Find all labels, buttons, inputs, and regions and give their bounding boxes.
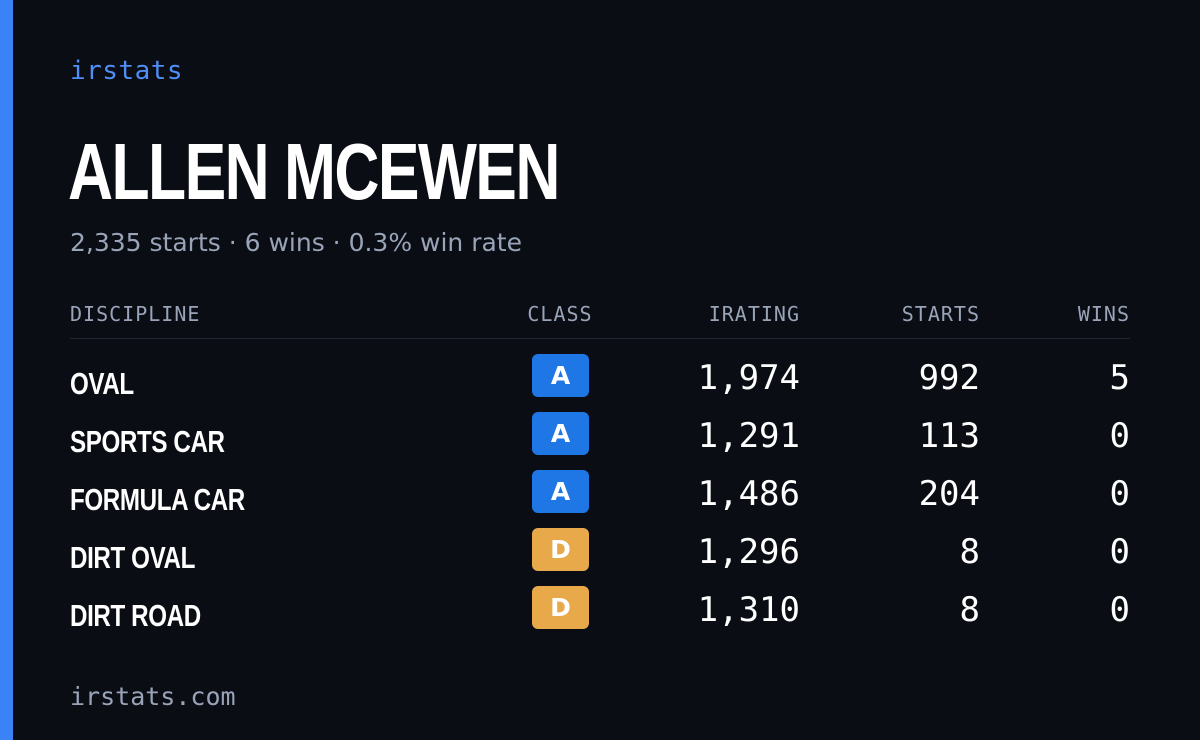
table-row: DIRT ROAD D 1,310 8 0 bbox=[70, 582, 1130, 640]
starts-value: 204 bbox=[918, 474, 980, 514]
driver-name: ALLEN MCEWEN bbox=[68, 127, 560, 216]
table-row: DIRT OVAL D 1,296 8 0 bbox=[70, 524, 1130, 582]
table-header: DISCIPLINE CLASS IRATING STARTS WINS bbox=[70, 300, 1130, 339]
stats-table: OVAL A 1,974 992 5 SPORTS CAR A 1,291 11… bbox=[70, 350, 1130, 640]
header-discipline: DISCIPLINE bbox=[70, 302, 201, 326]
footer-url: irstats.com bbox=[70, 682, 236, 711]
starts-value: 113 bbox=[918, 416, 980, 456]
irating-value: 1,486 bbox=[697, 474, 800, 514]
table-row: SPORTS CAR A 1,291 113 0 bbox=[70, 408, 1130, 466]
irating-value: 1,291 bbox=[697, 416, 800, 456]
discipline-name: DIRT ROAD bbox=[70, 598, 201, 633]
accent-bar bbox=[0, 0, 13, 740]
irating-value: 1,974 bbox=[697, 358, 800, 398]
header-starts: STARTS bbox=[901, 302, 980, 326]
class-badge: A bbox=[532, 412, 589, 455]
irating-value: 1,296 bbox=[697, 532, 800, 572]
wins-value: 0 bbox=[1109, 532, 1130, 572]
header-irating: IRATING bbox=[708, 302, 800, 326]
header-wins: WINS bbox=[1077, 302, 1130, 326]
class-badge: A bbox=[532, 354, 589, 397]
driver-summary: 2,335 starts · 6 wins · 0.3% win rate bbox=[70, 228, 522, 257]
table-row: OVAL A 1,974 992 5 bbox=[70, 350, 1130, 408]
table-row: FORMULA CAR A 1,486 204 0 bbox=[70, 466, 1130, 524]
discipline-name: SPORTS CAR bbox=[70, 424, 225, 459]
class-badge: D bbox=[532, 586, 589, 629]
discipline-name: OVAL bbox=[70, 366, 134, 401]
discipline-name: DIRT OVAL bbox=[70, 540, 195, 575]
irating-value: 1,310 bbox=[697, 590, 800, 630]
brand-logo-text: irstats bbox=[70, 56, 184, 86]
discipline-name: FORMULA CAR bbox=[70, 482, 245, 517]
header-class: CLASS bbox=[527, 302, 593, 326]
wins-value: 5 bbox=[1109, 358, 1130, 398]
class-badge: A bbox=[532, 470, 589, 513]
wins-value: 0 bbox=[1109, 590, 1130, 630]
starts-value: 8 bbox=[959, 532, 980, 572]
wins-value: 0 bbox=[1109, 474, 1130, 514]
wins-value: 0 bbox=[1109, 416, 1130, 456]
starts-value: 992 bbox=[918, 358, 980, 398]
starts-value: 8 bbox=[959, 590, 980, 630]
class-badge: D bbox=[532, 528, 589, 571]
